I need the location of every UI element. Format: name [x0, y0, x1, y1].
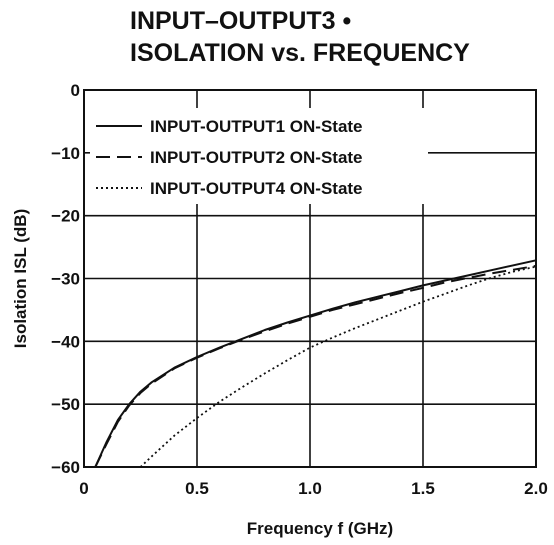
series-lines [94, 259, 537, 468]
grid-lines [84, 90, 536, 467]
y-tick-label: −10 [51, 144, 80, 163]
x-tick-label: 0.5 [185, 479, 209, 498]
x-axis-label: Frequency f (GHz) [247, 519, 393, 538]
x-tick-label: 2.0 [524, 479, 548, 498]
series-line-2 [94, 264, 537, 468]
y-axis-label: Isolation ISL (dB) [11, 209, 30, 348]
axis-tick-labels: 0 0.5 1.0 1.5 2.0 0 −10 −20 −30 −40 −50 −60 [51, 81, 548, 498]
legend-label-2: INPUT-OUTPUT2 ON-State [150, 148, 363, 167]
series-line-3 [139, 265, 537, 468]
legend-label-1: INPUT-OUTPUT1 ON-State [150, 117, 363, 136]
chart-title-line1: INPUT–OUTPUT3 • [130, 7, 352, 35]
y-tick-label: −40 [51, 332, 80, 351]
legend-background [90, 108, 428, 204]
x-tick-label: 1.0 [298, 479, 322, 498]
y-tick-label: 0 [71, 81, 80, 100]
y-tick-label: −50 [51, 395, 80, 414]
legend: INPUT-OUTPUT1 ON-State INPUT-OUTPUT2 ON-S… [90, 108, 428, 204]
y-tick-label: −20 [51, 207, 80, 226]
legend-label-3: INPUT-OUTPUT4 ON-State [150, 179, 363, 198]
y-tick-label: −60 [51, 458, 80, 477]
series-line-1 [94, 259, 537, 468]
x-tick-label: 0 [79, 479, 88, 498]
y-tick-label: −30 [51, 270, 80, 289]
x-tick-label: 1.5 [411, 479, 435, 498]
plot-frame [83, 89, 537, 468]
chart-title-line2: ISOLATION vs. FREQUENCY [130, 39, 470, 67]
